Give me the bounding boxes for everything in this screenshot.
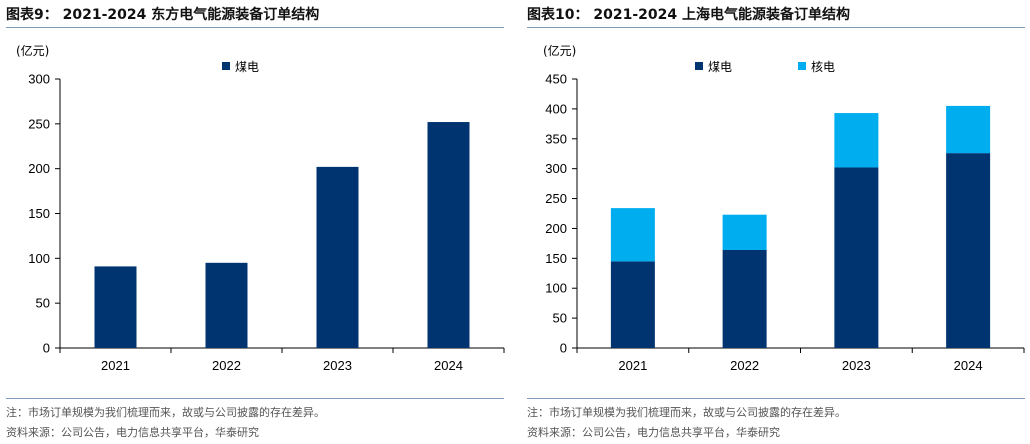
y-tick-label: 200 — [28, 161, 50, 176]
y-unit-label: (亿元) — [543, 43, 576, 58]
legend-swatch — [695, 62, 703, 70]
y-tick-label: 400 — [545, 101, 567, 116]
y-tick-label: 200 — [545, 221, 567, 236]
bar-2024 — [946, 153, 991, 348]
footnote: 注：市场订单规模为我们梳理而来，故或与公司披露的存在差异。 — [6, 406, 325, 419]
chart-title: 图表9： 2021-2024 东方电气能源装备订单结构 — [6, 7, 320, 23]
bar-chart-dongfang: (亿元) 0 50 100 150 200 250 300 2021 2022 2023 2024 煤… — [16, 43, 505, 373]
source-note: 资料来源：公司公告，电力信息共享平台，华泰研究 — [6, 426, 259, 439]
y-tick-label: 0 — [560, 341, 567, 356]
x-tick-label: 2022 — [212, 358, 241, 373]
y-tick-label: 250 — [28, 116, 50, 131]
title-divider — [6, 27, 504, 28]
y-tick-label: 450 — [545, 72, 567, 87]
legend-swatch — [222, 62, 230, 70]
bar-2021 — [610, 208, 655, 262]
x-tick-label: 2023 — [323, 358, 352, 373]
y-tick-label: 300 — [545, 161, 567, 176]
bar-2023 — [834, 167, 879, 348]
y-tick-label: 100 — [28, 251, 50, 266]
y-tick-label: 350 — [545, 131, 567, 146]
y-tick-label: 50 — [553, 311, 567, 326]
bar-2023 — [316, 166, 359, 348]
bar-2023 — [834, 113, 879, 168]
legend-label: 核电 — [811, 60, 835, 74]
bar-2022 — [722, 214, 767, 250]
source-note: 资料来源：公司公告，电力信息共享平台，华泰研究 — [527, 426, 780, 439]
chart-panel-left: 图表9： 2021-2024 东方电气能源装备订单结构 (亿元) 0 50 100 1… — [6, 0, 506, 444]
footer-divider — [6, 398, 504, 399]
x-tick-label: 2023 — [842, 358, 871, 373]
x-tick-label: 2021 — [101, 358, 130, 373]
title-divider — [527, 27, 1025, 28]
bar-2022 — [205, 262, 248, 348]
chart-title: 图表10： 2021-2024 上海电气能源装备订单结构 — [527, 7, 850, 23]
chart-panel-right: 图表10： 2021-2024 上海电气能源装备订单结构 (亿元) 0 50 100… — [527, 0, 1027, 444]
x-tick-label: 2024 — [954, 358, 983, 373]
legend-label: 煤电 — [235, 60, 259, 74]
y-tick-label: 250 — [545, 191, 567, 206]
legend-swatch — [798, 62, 806, 70]
y-tick-label: 150 — [545, 251, 567, 266]
bar-2024 — [427, 122, 470, 348]
bar-2022 — [722, 249, 767, 348]
bar-2021 — [610, 261, 655, 348]
x-tick-label: 2021 — [618, 358, 647, 373]
y-tick-label: 0 — [43, 341, 50, 356]
legend-label: 煤电 — [708, 60, 732, 74]
x-tick-label: 2024 — [434, 358, 463, 373]
stacked-bar-chart-shanghai: (亿元) 0 50 100 150 200 250 300 350 400 450 2021 2022… — [543, 43, 1025, 373]
y-tick-label: 100 — [545, 281, 567, 296]
bar-2024 — [946, 105, 991, 154]
footer-divider — [527, 398, 1025, 399]
footnote: 注：市场订单规模为我们梳理而来，故或与公司披露的存在差异。 — [527, 406, 846, 419]
x-tick-label: 2022 — [730, 358, 759, 373]
y-tick-label: 150 — [28, 206, 50, 221]
y-tick-label: 50 — [36, 296, 50, 311]
bar-2021 — [94, 266, 137, 348]
y-unit-label: (亿元) — [16, 43, 49, 58]
y-tick-label: 300 — [28, 72, 50, 87]
